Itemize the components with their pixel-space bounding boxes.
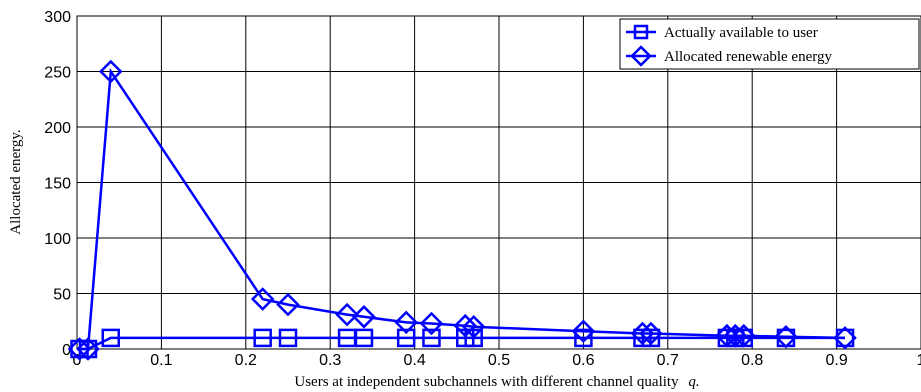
diamond-marker (630, 45, 652, 67)
diamond-marker (335, 302, 359, 327)
x-tick-label: 0.9 (825, 352, 847, 369)
square-marker (641, 328, 661, 348)
square-marker (422, 328, 441, 348)
diamond-marker (419, 311, 444, 336)
series-layer (67, 59, 857, 361)
x-tick-label: 0.3 (319, 352, 341, 369)
diamond-marker (67, 337, 92, 361)
square-marker (633, 24, 649, 40)
diamond-marker (352, 305, 376, 329)
diamond-marker (571, 319, 596, 344)
diamond-marker (453, 313, 478, 338)
y-axis-label: Allocated energy. (8, 129, 24, 234)
x-tick-label: 1 (917, 352, 921, 369)
x-tick-label: 0.2 (235, 352, 257, 369)
square-marker (464, 328, 483, 348)
x-axis-label-text: Users at independent subchannels with di… (294, 374, 679, 390)
legend: Actually available to user Allocated rene… (619, 18, 920, 70)
diamond-marker (76, 337, 100, 361)
diamond-marker (639, 321, 663, 346)
y-tick-label: 200 (44, 120, 71, 137)
x-tick-label: 0.6 (572, 352, 594, 369)
square-marker (354, 328, 374, 348)
y-tick-label: 250 (44, 65, 71, 82)
x-tick-label: 0.5 (488, 352, 510, 369)
diamond-marker (461, 315, 486, 339)
y-tick-label: 150 (44, 176, 71, 193)
x-tick-label: 0.7 (657, 352, 679, 369)
diamond-marker (833, 326, 857, 350)
square-marker (101, 328, 121, 348)
diamond-marker (723, 323, 748, 348)
square-marker (574, 328, 593, 348)
axis-ticks: 0 0.1 0.2 0.3 0.4 0.5 0.6 0.7 0.8 0.9 1 0 50 100 150 20… (44, 9, 921, 369)
y-tick-label: 50 (53, 287, 71, 304)
y-tick-label: 100 (44, 231, 71, 248)
x-axis-label: Users at independent subchannels with di… (294, 374, 699, 390)
y-tick-label: 0 (62, 342, 71, 359)
series-diamond (67, 59, 857, 361)
diamond-marker (731, 323, 756, 348)
diamond-marker (394, 310, 418, 335)
legend-label: Actually available to user (664, 25, 818, 41)
legend-label: Allocated renewable energy (664, 49, 832, 65)
x-tick-label: 0.1 (150, 352, 172, 369)
x-tick-label: 0.4 (403, 352, 425, 369)
x-axis-label-symbol: q. (688, 374, 699, 390)
square-marker (396, 328, 416, 348)
plot-frame (76, 15, 921, 350)
diamond-marker (774, 325, 798, 349)
square-marker (278, 328, 298, 348)
series-line (79, 67, 846, 351)
legend-box (619, 18, 920, 70)
diamond-marker (630, 321, 655, 346)
diamond-marker (715, 323, 739, 348)
x-tick-label: 0 (73, 352, 82, 369)
diamond-marker (98, 59, 123, 84)
y-tick-label: 300 (44, 9, 71, 26)
diamond-marker (276, 292, 300, 317)
x-tick-label: 0.8 (741, 352, 763, 369)
square-marker (253, 328, 272, 348)
diamond-marker (250, 287, 275, 311)
